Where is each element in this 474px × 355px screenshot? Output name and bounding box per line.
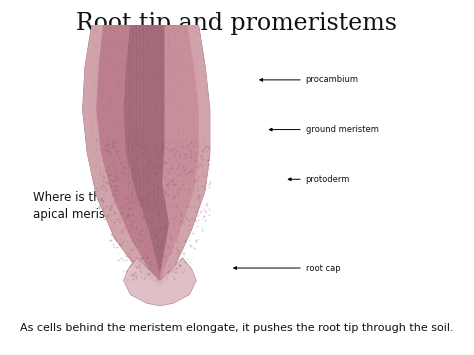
Text: ground meristem: ground meristem bbox=[269, 125, 379, 134]
Polygon shape bbox=[124, 258, 196, 306]
Text: Where is the actual: Where is the actual bbox=[33, 191, 148, 203]
Polygon shape bbox=[96, 25, 160, 283]
Text: As cells behind the meristem elongate, it pushes the root tip through the soil.: As cells behind the meristem elongate, i… bbox=[20, 323, 454, 333]
Text: procambium: procambium bbox=[260, 75, 359, 84]
Polygon shape bbox=[82, 25, 160, 286]
Text: root cap: root cap bbox=[234, 263, 340, 273]
Polygon shape bbox=[124, 25, 169, 275]
Polygon shape bbox=[160, 25, 210, 286]
Text: Root tip and promeristems: Root tip and promeristems bbox=[76, 12, 398, 34]
Text: apical meristem?: apical meristem? bbox=[33, 208, 135, 221]
Text: protoderm: protoderm bbox=[288, 175, 350, 184]
Polygon shape bbox=[82, 25, 210, 286]
